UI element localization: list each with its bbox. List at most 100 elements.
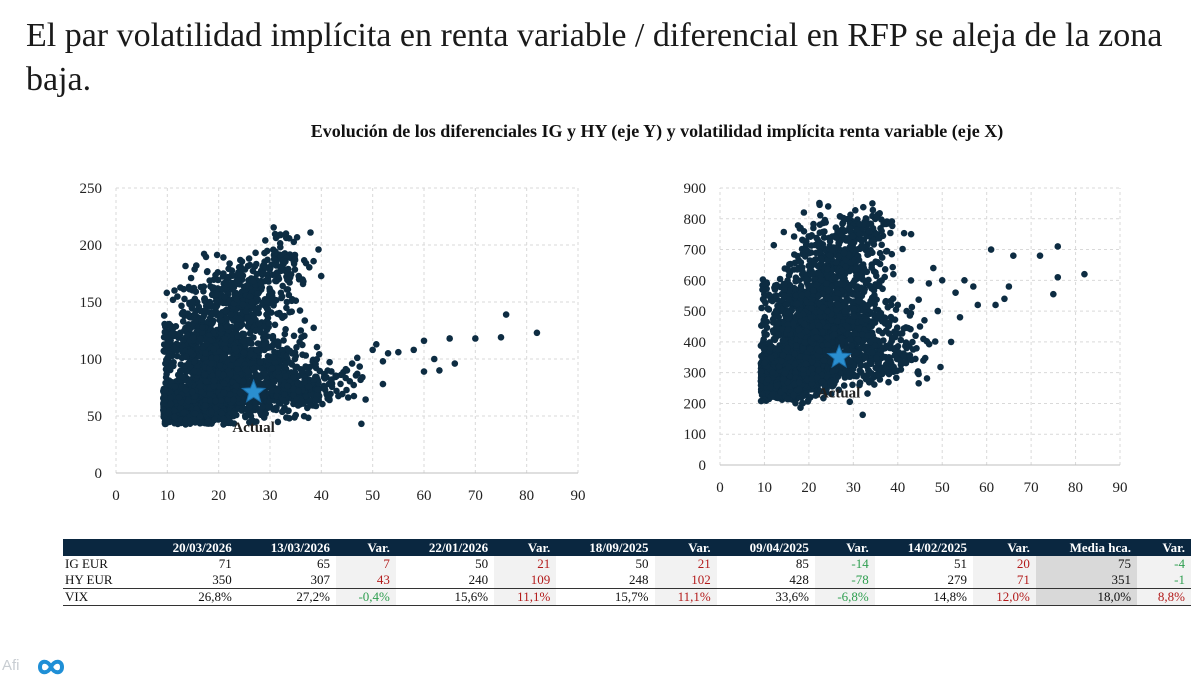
data-point [252, 327, 259, 334]
data-point [217, 362, 224, 369]
data-point [430, 355, 438, 363]
data-point [233, 295, 240, 303]
data-point [254, 290, 261, 297]
data-point [236, 389, 244, 397]
data-point [233, 321, 240, 329]
data-point [230, 284, 237, 291]
data-point [282, 230, 290, 237]
data-point [261, 249, 268, 257]
data-point [223, 306, 230, 314]
y-tick-label: 400 [684, 335, 707, 351]
y-tick-label: 0 [699, 458, 707, 474]
data-point [310, 324, 317, 332]
data-point [769, 391, 776, 398]
data-point [277, 289, 285, 297]
data-point [162, 342, 170, 350]
y-tick-label: 0 [95, 466, 103, 482]
data-point [165, 409, 172, 417]
data-point [204, 268, 211, 275]
data-point [271, 321, 279, 329]
data-point [828, 390, 835, 398]
data-point [324, 367, 332, 374]
data-point [180, 285, 187, 293]
data-point [185, 360, 192, 367]
data-point [812, 392, 819, 399]
data-point [167, 322, 174, 329]
data-point [286, 279, 293, 286]
data-point [202, 306, 209, 314]
x-tick-label: 50 [365, 488, 380, 504]
data-point [198, 316, 206, 323]
data-point [247, 340, 255, 347]
data-point [277, 264, 284, 272]
headline: El par volatilidad implícita en renta va… [26, 17, 1163, 98]
data-point [160, 406, 167, 414]
data-point [239, 301, 247, 308]
actual-label: Actual [232, 420, 275, 436]
data-point [185, 312, 192, 320]
data-point [436, 367, 443, 374]
data-point [196, 382, 204, 390]
data-point [502, 311, 510, 318]
data-point [313, 343, 321, 351]
data-point [193, 298, 201, 306]
data-point [420, 368, 428, 375]
data-point [273, 387, 281, 395]
data-point [208, 408, 215, 416]
data-point [208, 354, 216, 362]
y-tick-label: 800 [684, 212, 707, 228]
data-point [199, 329, 206, 336]
hy-scatter-chart: 0 10 20 30 40 50 60 70 80 90010020030040050060070… [684, 181, 1128, 496]
y-tick-label: 700 [684, 243, 707, 259]
data-point [266, 285, 273, 292]
data-point [795, 386, 803, 393]
data-point [189, 388, 196, 396]
y-tick-label: 200 [684, 396, 707, 412]
data-point [239, 332, 247, 339]
data-point [231, 344, 239, 352]
data-point [197, 388, 205, 395]
data-point [291, 266, 299, 273]
x-tick-label: 80 [519, 488, 534, 504]
data-point [284, 265, 292, 273]
data-point [249, 277, 257, 285]
data-point [292, 363, 299, 371]
data-point [451, 360, 459, 367]
data-point [234, 365, 241, 373]
data-point [178, 302, 185, 310]
data-point [213, 354, 220, 362]
data-point [286, 359, 293, 366]
data-point [220, 270, 227, 277]
data-point [291, 355, 299, 363]
data-point [246, 350, 254, 358]
data-point [207, 360, 215, 368]
data-point [353, 354, 361, 362]
data-point [356, 363, 364, 370]
data-point [797, 404, 804, 411]
x-tick-label: 50 [935, 480, 950, 496]
data-point [212, 307, 219, 315]
data-point [210, 382, 218, 390]
data-point [218, 410, 226, 417]
data-point [290, 332, 298, 340]
x-tick-label: 40 [890, 480, 905, 496]
data-point [280, 337, 287, 344]
data-point [266, 398, 273, 405]
data-point [223, 280, 231, 288]
data-point [238, 321, 246, 328]
data-point [757, 368, 765, 376]
data-point [171, 383, 179, 390]
data-point [287, 271, 295, 278]
data-point [257, 280, 265, 287]
x-tick-label: 20 [801, 480, 816, 496]
data-points [160, 224, 541, 428]
data-point [200, 288, 207, 295]
data-point [792, 369, 799, 377]
x-tick-label: 40 [314, 488, 329, 504]
data-point [191, 311, 199, 318]
x-tick-label: 90 [571, 488, 586, 504]
x-tick-label: 10 [757, 480, 772, 496]
data-point [497, 334, 505, 341]
data-point [283, 304, 290, 312]
data-point [228, 271, 236, 278]
